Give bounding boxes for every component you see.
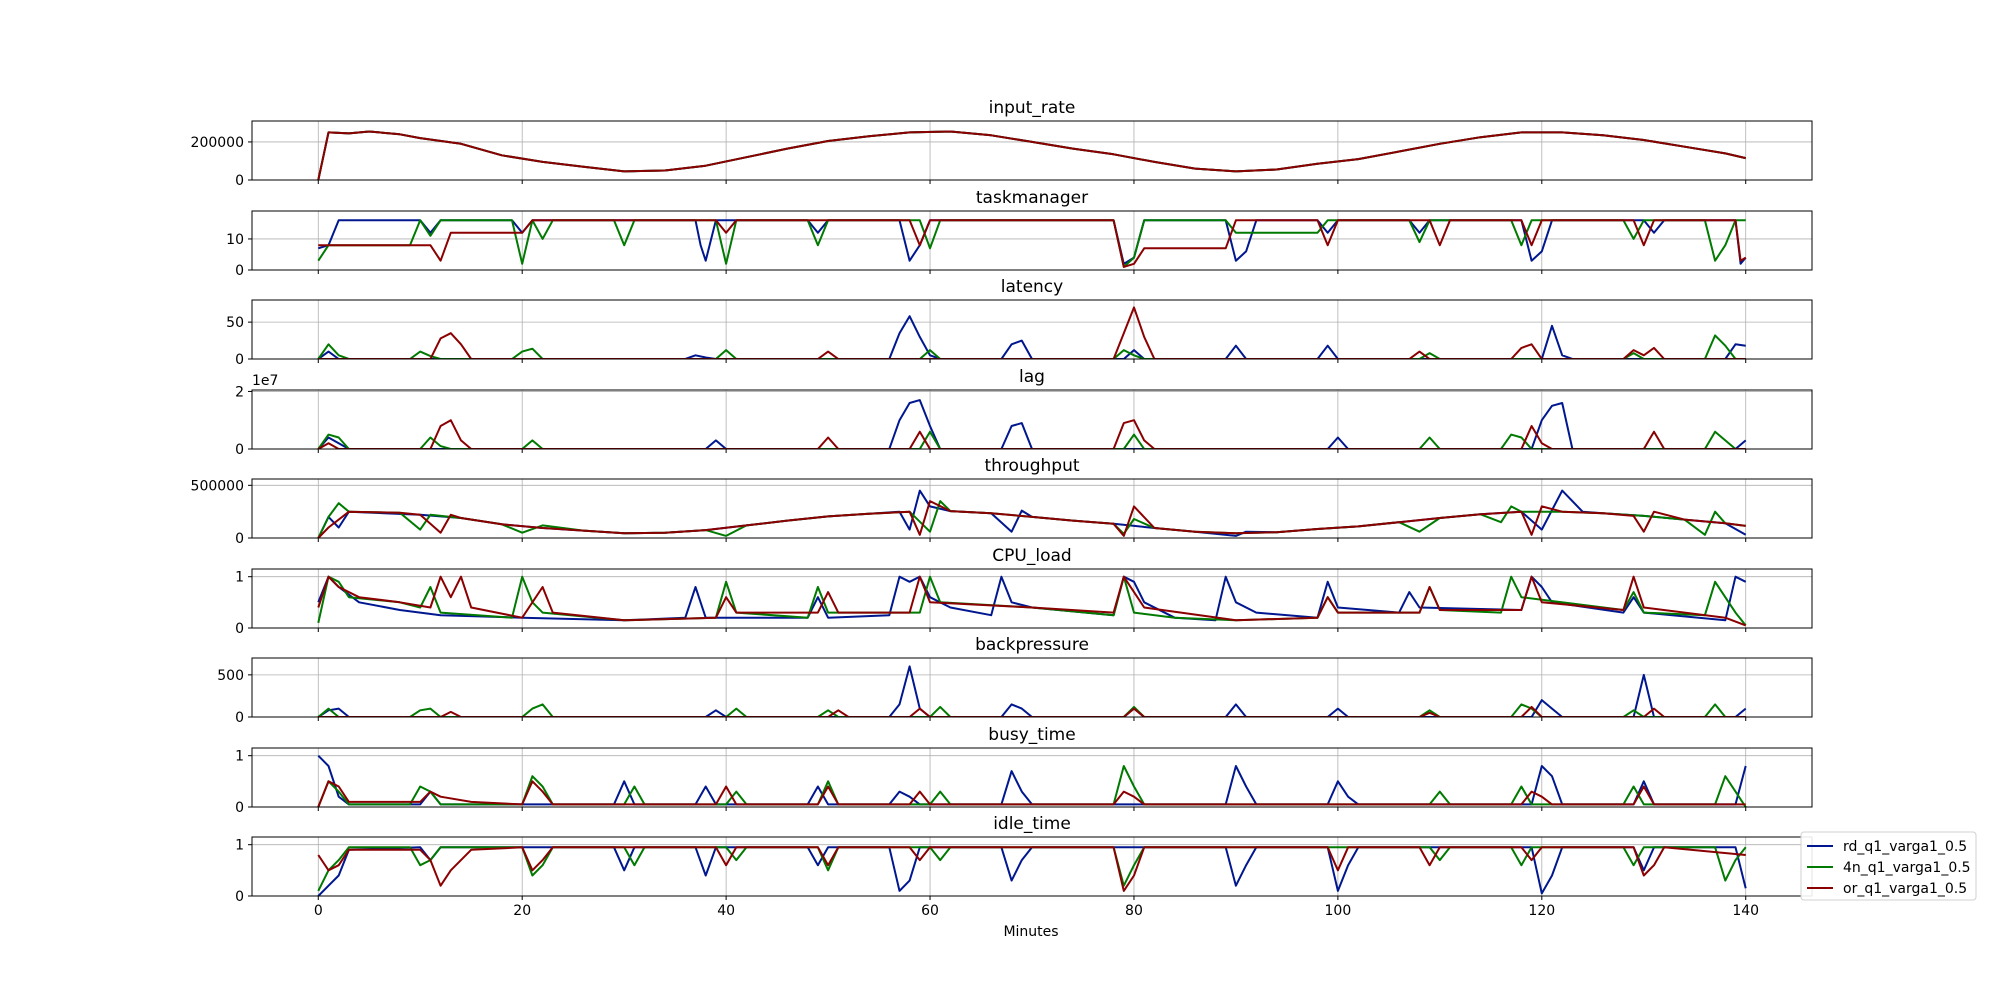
- y-tick-label: 0: [235, 173, 244, 189]
- series-line-4n_q1_varga1_0.5: [317, 703, 1746, 717]
- x-tick-label: 40: [717, 903, 735, 919]
- y-tick-label: 1: [235, 749, 244, 765]
- y-tick-label: 1: [235, 838, 244, 854]
- y-tick-label: 0: [235, 531, 244, 547]
- series-line-or_q1_varga1_0.5: [317, 846, 1746, 892]
- y-tick-label: 10: [226, 232, 244, 248]
- legend-entry-label: rd_q1_varga1_0.5: [1843, 839, 1967, 855]
- series-line-rd_q1_varga1_0.5: [317, 754, 1747, 806]
- y-tick-label: 1: [235, 570, 244, 586]
- y-tick-label: 500: [217, 668, 244, 684]
- subplot-throughput: throughput 0 500000: [191, 456, 1813, 547]
- series-line-or_q1_varga1_0.5: [317, 130, 1746, 180]
- y-tick-label: 500000: [191, 478, 244, 494]
- series-line-rd_q1_varga1_0.5: [317, 130, 1746, 180]
- axes-frame: [251, 657, 1813, 718]
- series-line-or_q1_varga1_0.5: [318, 219, 1747, 268]
- subplot-input_rate: input_rate 0 200000: [191, 98, 1813, 189]
- subplot-title: lag: [1019, 367, 1045, 387]
- axes-frame: [251, 210, 1813, 271]
- x-tick-label: 120: [1528, 903, 1555, 919]
- y-tick-label: 0: [235, 800, 244, 816]
- x-tick-label: 0: [314, 903, 323, 919]
- axes-frame: [251, 568, 1813, 629]
- series-line-4n_q1_varga1_0.5: [317, 430, 1746, 449]
- series-line-or_q1_varga1_0.5: [318, 705, 1746, 717]
- series-line-rd_q1_varga1_0.5: [318, 219, 1747, 265]
- axes-frame: [251, 747, 1813, 808]
- series-line-or_q1_varga1_0.5: [317, 780, 1746, 807]
- y-tick-label: 0: [235, 352, 244, 368]
- subplot-title: idle_time: [993, 814, 1071, 834]
- axes-frame: [251, 389, 1813, 450]
- x-tick-label: 60: [921, 903, 939, 919]
- series-line-or_q1_varga1_0.5: [318, 306, 1746, 359]
- x-axis-label: Minutes: [1003, 924, 1058, 940]
- y-tick-label: 2: [235, 384, 244, 400]
- series-line-rd_q1_varga1_0.5: [317, 399, 1747, 449]
- x-tick-label: 140: [1732, 903, 1759, 919]
- subplot-busy_time: busy_time 0 1: [235, 725, 1813, 816]
- axes-frame: [251, 836, 1813, 897]
- subplot-stack: input_rate0200000taskmanager010latency05…: [191, 98, 1813, 919]
- x-tick-label: 100: [1325, 903, 1352, 919]
- y-tick-label: 200000: [191, 135, 244, 151]
- series-line-or_q1_varga1_0.5: [317, 575, 1747, 627]
- subplot-CPU_load: CPU_load 0 1: [235, 546, 1813, 637]
- y-tick-label: 0: [235, 710, 244, 726]
- subplot-title: latency: [1001, 277, 1063, 297]
- series-line-or_q1_varga1_0.5: [317, 500, 1746, 538]
- series-line-rd_q1_varga1_0.5: [317, 315, 1746, 359]
- legend-entry-label: 4n_q1_varga1_0.5: [1843, 860, 1971, 876]
- axes-frame: [251, 120, 1813, 181]
- legend: rd_q1_varga1_0.5 4n_q1_varga1_0.5 or_q1_va…: [1800, 831, 1977, 901]
- subplot-title: busy_time: [988, 725, 1075, 745]
- legend-entry-label: or_q1_varga1_0.5: [1843, 881, 1967, 897]
- x-tick-label: 80: [1125, 903, 1143, 919]
- series-line-or_q1_varga1_0.5: [317, 419, 1746, 449]
- y-offset-label: 1e7: [252, 373, 278, 389]
- y-tick-label: 0: [235, 442, 244, 458]
- y-tick-label: 0: [235, 263, 244, 279]
- subplot-title: backpressure: [975, 635, 1089, 655]
- axes-frame: [251, 299, 1813, 360]
- subplot-taskmanager: taskmanager 0 10: [226, 188, 1813, 279]
- subplot-backpressure: backpressure 0 500: [217, 635, 1813, 726]
- subplot-title: CPU_load: [992, 546, 1071, 566]
- axes-frame: [251, 478, 1813, 539]
- y-tick-label: 50: [226, 315, 244, 331]
- series-line-4n_q1_varga1_0.5: [317, 130, 1746, 180]
- y-tick-label: 0: [235, 889, 244, 905]
- subplot-title: input_rate: [989, 98, 1076, 118]
- subplot-title: taskmanager: [976, 188, 1088, 208]
- subplot-title: throughput: [984, 456, 1079, 476]
- subplot-latency: latency 0 50: [226, 277, 1813, 368]
- subplot-lag: lag 0 2 1e7: [235, 367, 1813, 458]
- legend-box: [1800, 831, 1977, 901]
- series-line-rd_q1_varga1_0.5: [317, 846, 1747, 896]
- series-line-4n_q1_varga1_0.5: [317, 334, 1746, 359]
- x-tick-label: 20: [513, 903, 531, 919]
- series-line-rd_q1_varga1_0.5: [317, 489, 1747, 538]
- y-tick-label: 0: [235, 621, 244, 637]
